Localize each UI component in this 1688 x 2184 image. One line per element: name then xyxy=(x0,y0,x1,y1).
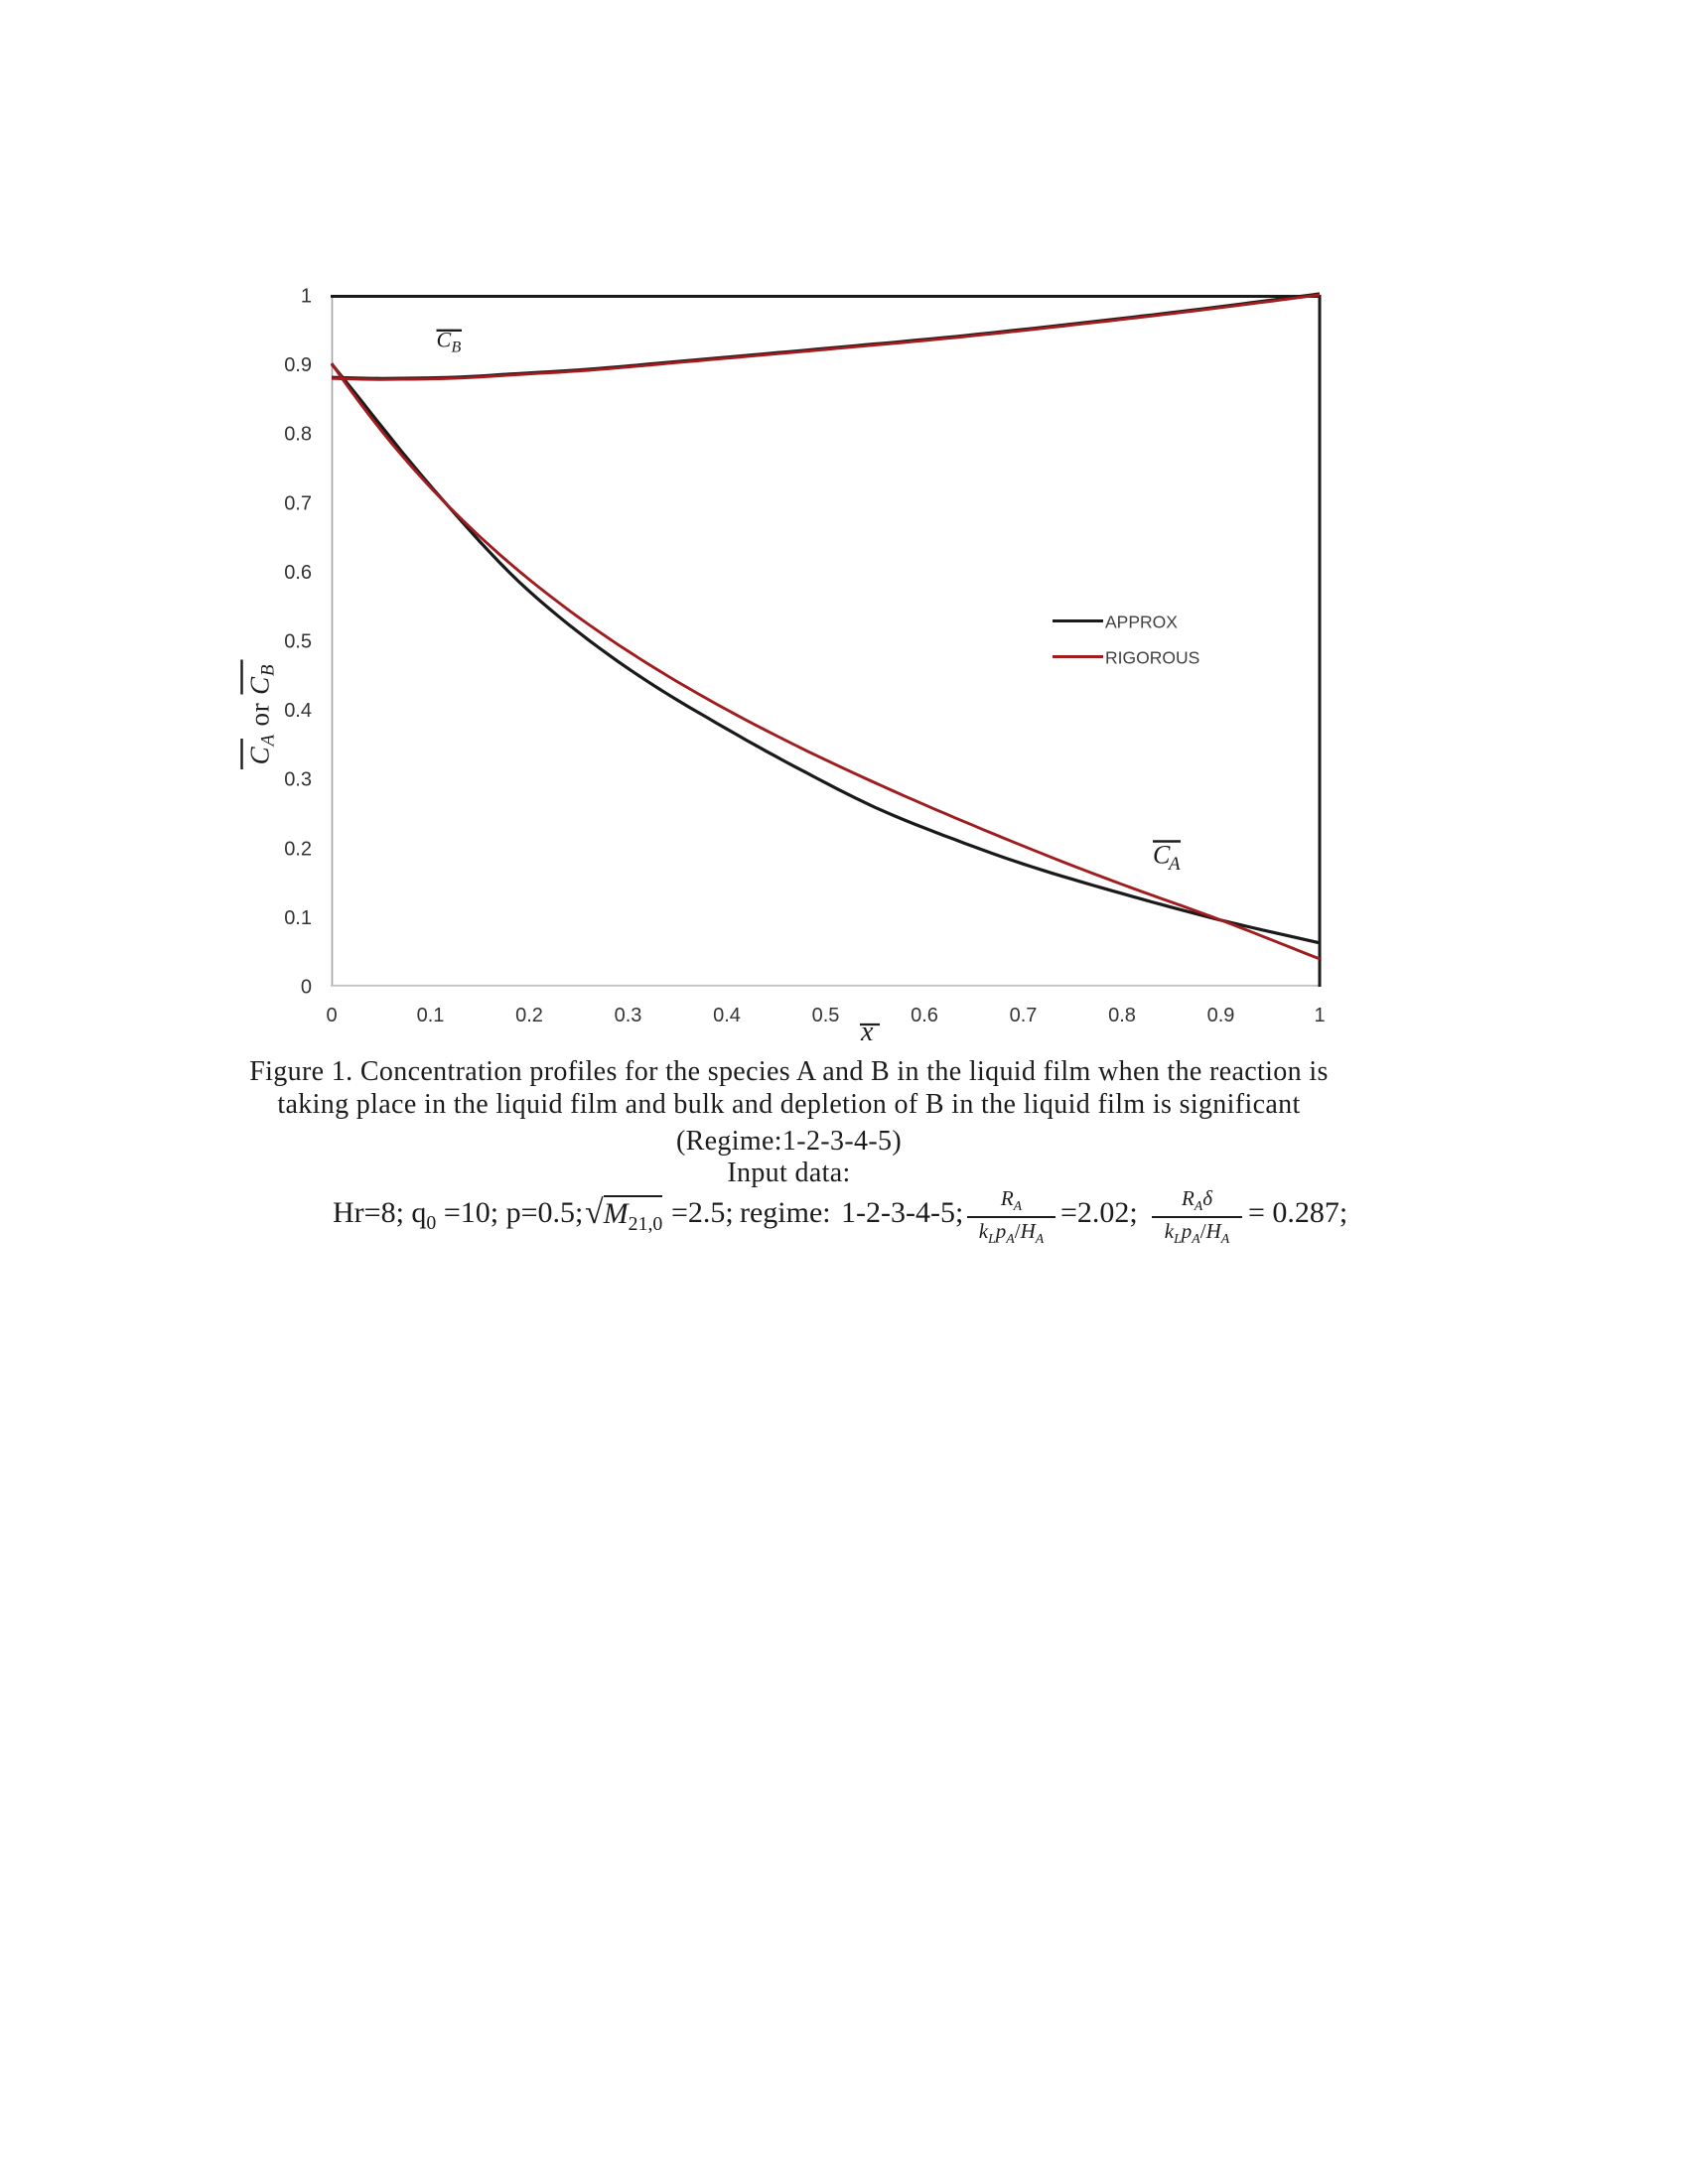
svg-text:1: 1 xyxy=(1314,1005,1325,1026)
svg-text:CA or CB: CA or CB xyxy=(245,664,279,765)
svg-text:0.1: 0.1 xyxy=(284,907,312,929)
svg-text:0.7: 0.7 xyxy=(1010,1005,1038,1026)
svg-text:C: C xyxy=(437,328,452,352)
svg-text:RIGOROUS: RIGOROUS xyxy=(1105,648,1199,668)
svg-text:0.9: 0.9 xyxy=(284,354,312,376)
svg-text:0.6: 0.6 xyxy=(911,1005,938,1026)
svg-text:0.8: 0.8 xyxy=(284,424,312,446)
svg-text:0: 0 xyxy=(301,977,312,999)
svg-text:B: B xyxy=(452,340,462,356)
svg-text:0.7: 0.7 xyxy=(284,492,312,514)
svg-text:0.2: 0.2 xyxy=(284,838,312,860)
svg-text:0.3: 0.3 xyxy=(284,769,312,791)
svg-text:0.4: 0.4 xyxy=(713,1005,741,1026)
svg-text:C: C xyxy=(1153,841,1171,870)
svg-text:0.4: 0.4 xyxy=(284,700,312,722)
svg-text:APPROX: APPROX xyxy=(1105,613,1178,632)
svg-text:A: A xyxy=(1167,854,1181,875)
svg-text:0.1: 0.1 xyxy=(417,1005,445,1026)
svg-text:0.5: 0.5 xyxy=(812,1005,840,1026)
svg-text:x: x xyxy=(860,1017,874,1047)
svg-text:0.9: 0.9 xyxy=(1207,1005,1235,1026)
svg-text:0.3: 0.3 xyxy=(615,1005,642,1026)
svg-text:0.2: 0.2 xyxy=(515,1005,543,1026)
svg-text:0.5: 0.5 xyxy=(284,631,312,653)
svg-text:0.6: 0.6 xyxy=(284,562,312,584)
svg-text:0.8: 0.8 xyxy=(1108,1005,1136,1026)
svg-text:0: 0 xyxy=(326,1005,337,1026)
svg-text:1: 1 xyxy=(301,286,312,308)
